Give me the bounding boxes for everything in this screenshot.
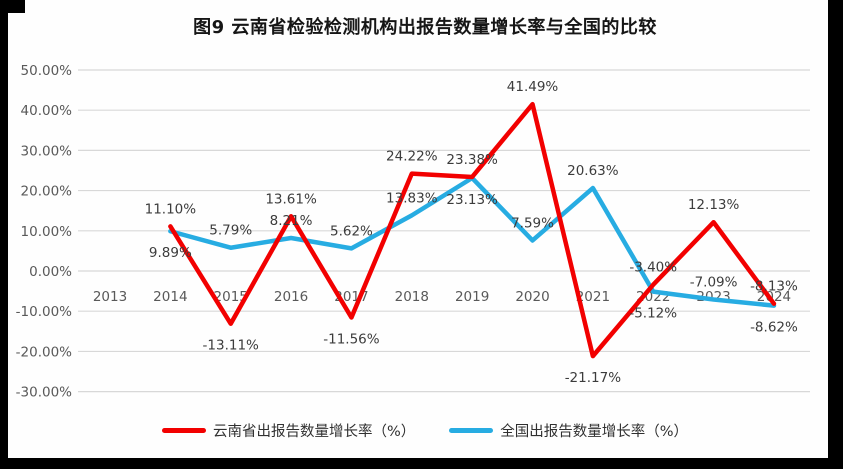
y-tick-label: -20.00%: [16, 344, 73, 360]
y-tick-label: 40.00%: [21, 103, 73, 119]
legend-item-national: 全国出报告数量增长率（%）: [449, 420, 688, 441]
y-tick-label: 50.00%: [21, 63, 73, 79]
y-tick-label: 10.00%: [21, 224, 73, 240]
y-tick-label: -10.00%: [16, 304, 73, 320]
data-label: 9.89%: [149, 245, 192, 261]
x-tick-label: 2016: [274, 289, 308, 305]
data-label: 13.61%: [265, 191, 317, 207]
data-label: 5.79%: [209, 223, 252, 239]
data-label: -8.62%: [750, 320, 798, 336]
data-label: 41.49%: [507, 79, 559, 95]
x-tick-label: 2014: [153, 289, 187, 305]
data-label: 11.10%: [145, 201, 197, 217]
y-tick-label: 30.00%: [21, 143, 73, 159]
data-label: -8.13%: [750, 279, 798, 295]
chart-legend: 云南省出报告数量增长率（%） 全国出报告数量增长率（%）: [30, 420, 820, 441]
data-label: -11.56%: [323, 331, 380, 347]
y-tick-label: -30.00%: [16, 385, 73, 401]
data-label: 8.21%: [270, 213, 313, 229]
data-label: 23.13%: [446, 192, 498, 208]
data-label: -13.11%: [203, 338, 260, 354]
series-line-0: [168, 101, 777, 359]
data-label: 12.13%: [688, 197, 740, 213]
scan-border-right: [828, 0, 843, 469]
x-tick-label: 2015: [214, 289, 248, 305]
data-label: -3.40%: [629, 260, 677, 276]
scan-border-top-corner: [0, 0, 25, 13]
data-label: 23.38%: [446, 152, 498, 168]
y-tick-label: 20.00%: [21, 184, 73, 200]
data-label: -7.09%: [690, 275, 738, 291]
x-tick-label: 2021: [576, 289, 610, 305]
data-label: 20.63%: [567, 163, 619, 179]
chart-title: 图9 云南省检验检测机构出报告数量增长率与全国的比较: [193, 17, 657, 38]
scan-border-bottom: [0, 458, 843, 469]
x-tick-label: 2020: [515, 289, 549, 305]
data-label: 7.59%: [511, 215, 554, 231]
data-label: 13.83%: [386, 190, 438, 206]
data-label: 5.62%: [330, 223, 373, 239]
legend-line-swatch-blue: [449, 428, 494, 433]
data-label: -21.17%: [565, 370, 622, 386]
data-label: -5.12%: [629, 306, 677, 322]
data-labels: 11.10% -13.11% 13.61% -11.56% 24.22% 23.38% 41…: [145, 79, 798, 386]
y-axis-labels: 50.00% 40.00% 30.00% 20.00% 10.00% 0.00% -10.0…: [16, 63, 73, 401]
x-tick-label: 2018: [395, 289, 429, 305]
legend-label-yunnan: 云南省出报告数量增长率（%）: [212, 424, 416, 440]
grid-lines: [78, 69, 810, 393]
legend-line-swatch-red: [161, 428, 206, 433]
legend-label-national: 全国出报告数量增长率（%）: [500, 424, 689, 440]
scan-border-left: [0, 0, 8, 469]
x-tick-label: 2019: [455, 289, 489, 305]
data-label: 24.22%: [386, 149, 438, 165]
x-tick-label: 2013: [93, 289, 127, 305]
y-tick-label: 0.00%: [29, 264, 72, 280]
legend-item-yunnan: 云南省出报告数量增长率（%）: [161, 420, 416, 441]
